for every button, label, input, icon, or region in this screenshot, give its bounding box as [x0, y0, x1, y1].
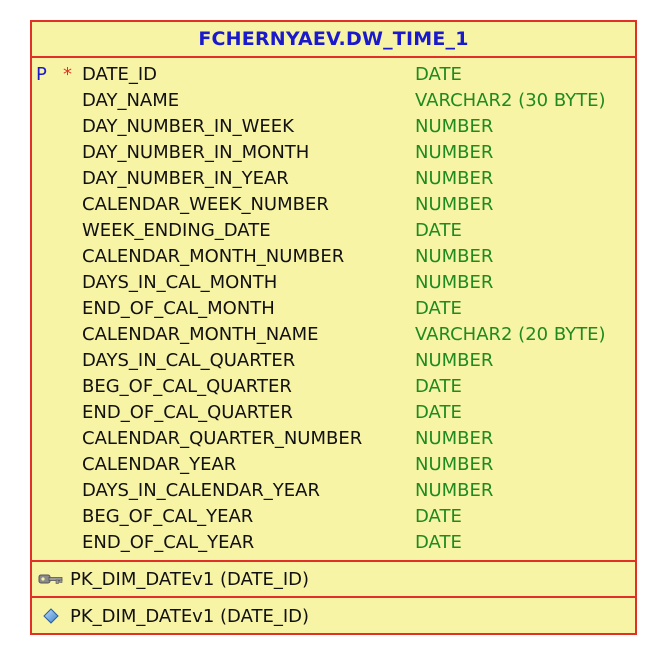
column-type: DATE	[415, 220, 462, 241]
index-label: PK_DIM_DATEv1 (DATE_ID)	[70, 605, 310, 627]
column-name: END_OF_CAL_MONTH	[82, 298, 275, 319]
primary-key-label: PK_DIM_DATEv1 (DATE_ID)	[70, 568, 310, 590]
column-name: DAY_NUMBER_IN_MONTH	[82, 142, 310, 163]
column-name: DAYS_IN_CAL_QUARTER	[82, 350, 296, 371]
column-type: NUMBER	[415, 454, 494, 475]
column-row[interactable]: DAY_NUMBER_IN_YEAR NUMBER	[32, 166, 635, 192]
column-name: BEG_OF_CAL_QUARTER	[82, 376, 292, 397]
column-row[interactable]: DAYS_IN_CAL_MONTH NUMBER	[32, 270, 635, 296]
column-type: VARCHAR2 (30 BYTE)	[415, 90, 606, 111]
column-type: NUMBER	[415, 350, 494, 371]
column-type: DATE	[415, 298, 462, 319]
column-name: CALENDAR_YEAR	[82, 454, 237, 475]
column-type: DATE	[415, 506, 462, 527]
table-title: FCHERNYAEV.DW_TIME_1	[198, 28, 469, 50]
column-row[interactable]: P * DATE_ID DATE	[32, 62, 635, 88]
table-entity[interactable]: FCHERNYAEV.DW_TIME_1 P * DATE_ID DATE DAY_NA…	[30, 20, 637, 635]
column-type: NUMBER	[415, 272, 494, 293]
primary-key-marker: P	[36, 64, 47, 85]
column-name: CALENDAR_MONTH_NUMBER	[82, 246, 345, 267]
column-list: P * DATE_ID DATE DAY_NAME VARCHAR2 (30 BYTE) D…	[32, 58, 635, 562]
column-name: DAY_NAME	[82, 90, 180, 111]
column-type: NUMBER	[415, 168, 494, 189]
column-row[interactable]: DAYS_IN_CALENDAR_YEAR NUMBER	[32, 478, 635, 504]
column-row[interactable]: END_OF_CAL_MONTH DATE	[32, 296, 635, 322]
column-row[interactable]: CALENDAR_WEEK_NUMBER NUMBER	[32, 192, 635, 218]
column-name: DAY_NUMBER_IN_WEEK	[82, 116, 294, 137]
column-name: DAYS_IN_CAL_MONTH	[82, 272, 278, 293]
column-type: NUMBER	[415, 142, 494, 163]
column-type: NUMBER	[415, 480, 494, 501]
column-name: DATE_ID	[82, 64, 157, 85]
column-type: DATE	[415, 64, 462, 85]
column-row[interactable]: DAY_NUMBER_IN_MONTH NUMBER	[32, 140, 635, 166]
required-marker: *	[63, 64, 72, 85]
column-row[interactable]: BEG_OF_CAL_QUARTER DATE	[32, 374, 635, 400]
column-name: WEEK_ENDING_DATE	[82, 220, 271, 241]
column-row[interactable]: WEEK_ENDING_DATE DATE	[32, 218, 635, 244]
column-row[interactable]: DAY_NUMBER_IN_WEEK NUMBER	[32, 114, 635, 140]
column-name: END_OF_CAL_YEAR	[82, 532, 255, 553]
column-type: VARCHAR2 (20 BYTE)	[415, 324, 606, 345]
column-name: BEG_OF_CAL_YEAR	[82, 506, 254, 527]
column-name: CALENDAR_MONTH_NAME	[82, 324, 319, 345]
column-row[interactable]: CALENDAR_MONTH_NAME VARCHAR2 (20 BYTE)	[32, 322, 635, 348]
column-name: DAYS_IN_CALENDAR_YEAR	[82, 480, 320, 501]
column-name: END_OF_CAL_QUARTER	[82, 402, 293, 423]
column-row[interactable]: CALENDAR_YEAR NUMBER	[32, 452, 635, 478]
column-row[interactable]: DAY_NAME VARCHAR2 (30 BYTE)	[32, 88, 635, 114]
primary-key-section[interactable]: PK_DIM_DATEv1 (DATE_ID)	[32, 562, 635, 598]
table-title-bar[interactable]: FCHERNYAEV.DW_TIME_1	[32, 22, 635, 58]
key-icon	[38, 570, 64, 588]
column-row[interactable]: DAYS_IN_CAL_QUARTER NUMBER	[32, 348, 635, 374]
column-type: DATE	[415, 402, 462, 423]
column-row[interactable]: CALENDAR_MONTH_NUMBER NUMBER	[32, 244, 635, 270]
column-name: CALENDAR_WEEK_NUMBER	[82, 194, 329, 215]
column-row[interactable]: END_OF_CAL_QUARTER DATE	[32, 400, 635, 426]
column-type: NUMBER	[415, 428, 494, 449]
column-type: DATE	[415, 532, 462, 553]
index-section[interactable]: PK_DIM_DATEv1 (DATE_ID)	[32, 598, 635, 634]
column-row[interactable]: END_OF_CAL_YEAR DATE	[32, 530, 635, 556]
column-row[interactable]: CALENDAR_QUARTER_NUMBER NUMBER	[32, 426, 635, 452]
column-type: NUMBER	[415, 246, 494, 267]
column-name: DAY_NUMBER_IN_YEAR	[82, 168, 289, 189]
column-name: CALENDAR_QUARTER_NUMBER	[82, 428, 363, 449]
column-type: NUMBER	[415, 116, 494, 137]
column-row[interactable]: BEG_OF_CAL_YEAR DATE	[32, 504, 635, 530]
index-diamond-icon	[38, 607, 64, 625]
column-type: DATE	[415, 376, 462, 397]
column-type: NUMBER	[415, 194, 494, 215]
